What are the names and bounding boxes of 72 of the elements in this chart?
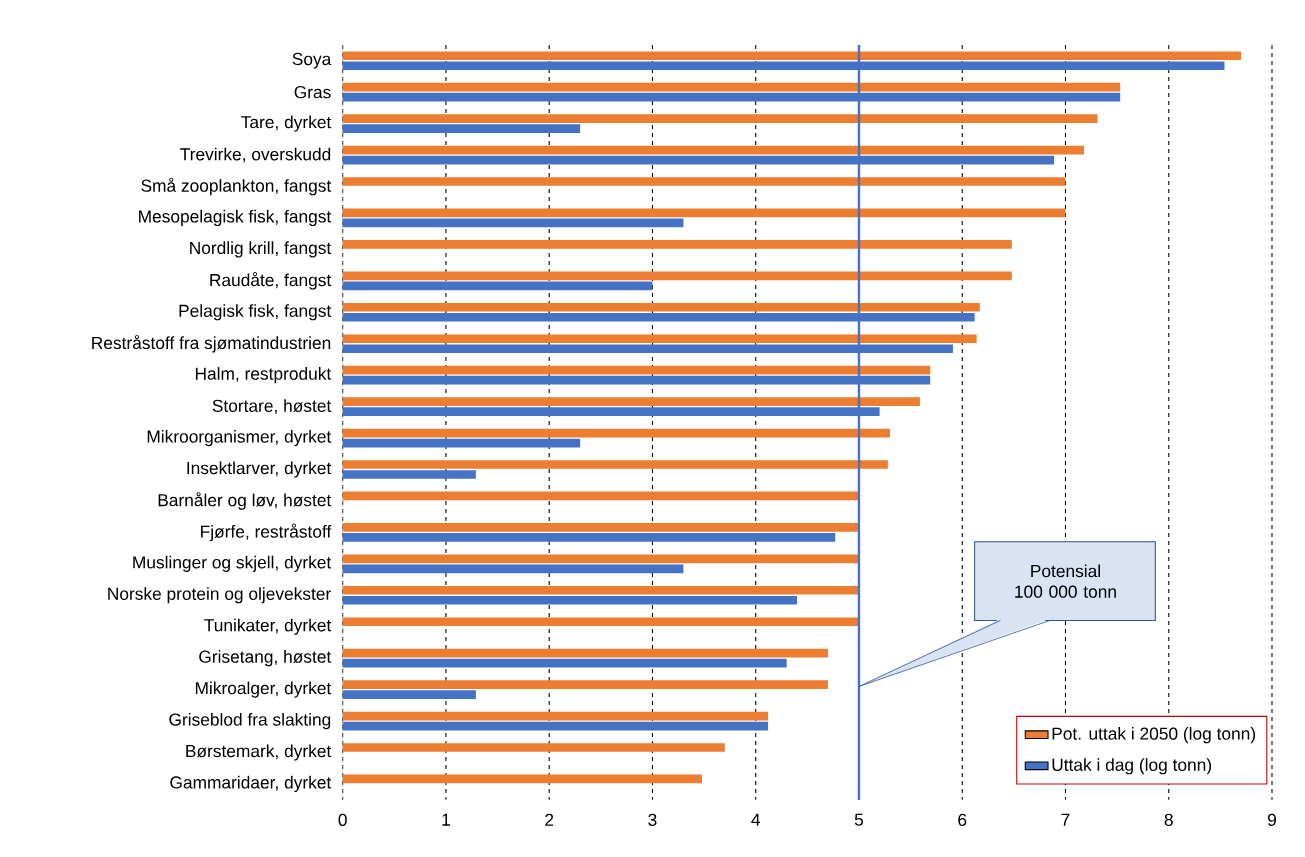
y-tick-label: Tare, dyrket (241, 115, 332, 132)
y-tick-label: Gras (294, 86, 331, 99)
x-tick-label: 5 (854, 813, 864, 826)
x-tick-label: 8 (1164, 813, 1173, 826)
y-tick-label: Børstemark, dyrket (186, 744, 332, 761)
bar (342, 658, 787, 668)
x-tick-label: 9 (1267, 813, 1276, 826)
y-tick-label: Insektlarver, dyrket (187, 461, 332, 478)
bar (342, 491, 859, 501)
bar (342, 124, 581, 133)
bar (342, 177, 1066, 186)
y-tick-label: Restråstoff fra sjømatindustrien (92, 334, 331, 353)
bar (342, 595, 798, 605)
y-tick-label: Raudåte, fangst (210, 272, 332, 290)
bar (342, 365, 931, 375)
x-tick-label: 7 (1061, 813, 1070, 826)
y-tick-label: Gammaridaer, dyrket (170, 775, 332, 793)
bar (342, 690, 476, 699)
bar (342, 774, 703, 784)
x-tick-label: 1 (442, 813, 450, 826)
x-tick-label: 4 (751, 813, 761, 826)
bar (342, 564, 684, 574)
legend-label: Pot. uttak i 2050 (log tonn) (1052, 727, 1256, 744)
y-tick-label: Grisetang, høstet (199, 650, 332, 667)
bar (342, 428, 890, 438)
bar (342, 114, 1098, 123)
y-tick-label: Trevirke, overskudd (180, 147, 331, 163)
ref-line-label: Potensial 100 000 tonn (1015, 564, 1116, 598)
bar (342, 470, 476, 479)
y-tick-label: Pelagisk fisk, fangst (179, 304, 332, 321)
y-tick-label: Mikroorganismer, dyrket (147, 429, 332, 447)
x-tick-label: 0 (338, 813, 347, 826)
y-tick-label: Norske protein og oljevekster (108, 587, 331, 604)
bar (342, 218, 684, 228)
bar (342, 281, 653, 291)
bar (342, 533, 836, 542)
y-tick-label: Stortare, høstet (212, 399, 332, 414)
bar (342, 302, 980, 312)
y-tick-label: Griseblod fra slakting (169, 712, 331, 730)
y-tick-label: Halm, restprodukt (195, 367, 332, 384)
bar (342, 585, 859, 595)
y-tick-label: Barnåler og løv, høstet (158, 492, 332, 510)
x-tick-label: 6 (958, 813, 967, 826)
y-tick-label: Mikroalger, dyrket (195, 681, 332, 698)
bar (342, 438, 581, 448)
bar (342, 240, 1012, 249)
bar (342, 711, 769, 721)
bar (342, 271, 1012, 281)
y-tick-label: Fjørfe, restråstoff (201, 523, 332, 542)
bar (342, 51, 1242, 61)
x-tick-label: 3 (648, 813, 657, 826)
bar (342, 334, 977, 344)
y-tick-label: Små zooplankton, fangst (141, 177, 332, 196)
x-tick-label: 2 (545, 813, 554, 826)
y-tick-label: Nordlig krill, fangst (190, 241, 332, 258)
y-tick-label: Tunikater, dyrket (204, 618, 332, 635)
bar (342, 208, 1066, 218)
bar (342, 680, 828, 689)
y-tick-label: Soya (292, 52, 332, 69)
y-tick-label: Mesopelagisk fisk, fangst (139, 209, 332, 227)
y-tick-label: Muslinger og skjell, dyrket (133, 555, 332, 572)
bar (342, 82, 1121, 92)
legend-label: Uttak i dag (log tonn) (1052, 758, 1212, 775)
bar (342, 721, 769, 731)
bar (342, 554, 859, 564)
bar (342, 460, 888, 469)
bar (342, 523, 859, 532)
bar (342, 397, 920, 406)
bar (342, 145, 1085, 155)
bar (342, 648, 828, 658)
bar (342, 617, 859, 627)
bar (342, 743, 725, 752)
